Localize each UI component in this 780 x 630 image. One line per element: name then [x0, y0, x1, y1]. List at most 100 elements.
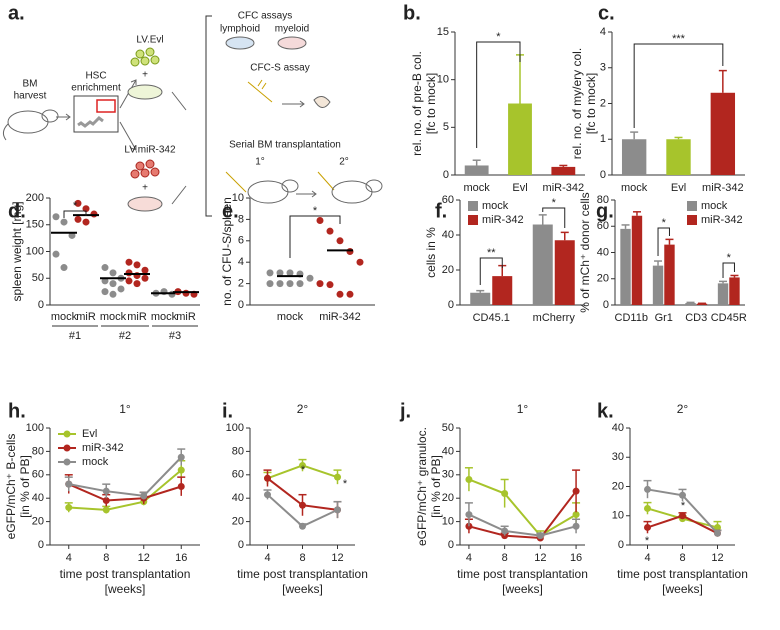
panel-label: e. [222, 200, 239, 222]
data-point [334, 506, 341, 514]
mouse-head [365, 179, 383, 193]
y-tick-label: 50 [442, 422, 454, 434]
significance-label: * [313, 205, 318, 217]
significance-label: * [552, 197, 557, 209]
facs-plot [73, 95, 119, 133]
x-tick-label: mock [621, 182, 648, 194]
y-axis-label: [fc to mock] [584, 73, 598, 134]
significance-label: *** [672, 33, 686, 45]
bar [666, 139, 691, 175]
data-point [264, 474, 271, 482]
data-point [346, 248, 354, 255]
data-point [316, 280, 324, 288]
y-tick-label: 100 [26, 422, 44, 434]
panel-label: g. [596, 200, 614, 222]
data-point [679, 491, 686, 499]
schematic-label: LV.miR-342 [124, 145, 176, 156]
y-tick-label: 15 [437, 26, 449, 38]
x-tick-label: 4 [264, 552, 270, 564]
data-point [102, 487, 110, 495]
significance-bracket [476, 41, 521, 148]
data-point [109, 280, 117, 288]
significance-bracket [657, 227, 670, 256]
data-point [52, 213, 60, 221]
x-tick-label: miR-342 [702, 182, 744, 194]
mouse-head [41, 109, 59, 123]
x-axis-label: [weeks] [282, 582, 323, 596]
data-point [65, 480, 73, 488]
bar [652, 265, 664, 305]
panel-label: d. [8, 200, 26, 222]
legend-swatch [468, 201, 478, 211]
y-tick-label: 0 [443, 169, 449, 181]
data-point [177, 466, 185, 474]
bar [621, 139, 647, 175]
y-axis-label: % of mCh⁺ donor cells [578, 192, 592, 312]
chart-title: 2° [297, 402, 309, 416]
y-tick-label: 60 [32, 469, 44, 481]
chart-title: 2° [677, 402, 689, 416]
x-tick-label: 4 [66, 552, 72, 564]
series-line [68, 469, 182, 511]
data-point [82, 218, 90, 226]
series-line [68, 483, 182, 502]
data-point [140, 492, 148, 500]
schematic: a. BM harvest HSC enrichment LV.Evl + LV… [2, 2, 383, 217]
y-tick-label: 150 [26, 219, 44, 231]
significance-bracket [633, 43, 724, 128]
y-tick-label: 4 [600, 26, 606, 38]
y-tick-label: 20 [442, 492, 454, 504]
data-point [286, 269, 294, 277]
y-tick-label: 5 [443, 121, 449, 133]
y-tick-label: 6 [238, 235, 244, 247]
chart-title: 1° [119, 402, 131, 416]
legend-label: mock [82, 456, 109, 468]
y-tick-label: 1 [600, 133, 606, 145]
panel-label: k. [597, 400, 614, 422]
group-label: #3 [169, 330, 181, 342]
facs-gate [96, 99, 116, 113]
significance-label: * [301, 464, 306, 476]
x-axis-label: time post transplantation [237, 567, 368, 581]
data-point [299, 522, 306, 530]
y-tick-label: 40 [442, 229, 454, 241]
arrow [171, 91, 187, 205]
data-point [133, 261, 141, 269]
y-tick-label: 40 [442, 445, 454, 457]
significance-label: * [496, 31, 501, 43]
series-line [468, 490, 577, 540]
legend-marker [63, 458, 71, 466]
syringe [225, 171, 247, 193]
y-tick-label: 0 [603, 299, 609, 311]
schematic-label: 2° [339, 157, 349, 168]
bar [508, 103, 532, 175]
x-axis-label: [weeks] [502, 582, 543, 596]
bar [717, 283, 729, 305]
data-point [133, 280, 141, 288]
y-tick-label: 10 [437, 74, 449, 86]
y-tick-label: 2 [238, 278, 244, 290]
bar [664, 244, 675, 305]
schematic-label: LV.Evl [136, 35, 163, 46]
schematic-label: CFC assays [238, 11, 292, 22]
significance-bracket [289, 215, 341, 258]
data-point [465, 511, 473, 519]
y-axis-label: [fc to mock] [424, 73, 438, 134]
bar [492, 276, 513, 305]
y-tick-label: 40 [232, 492, 244, 504]
y-tick-label: 100 [26, 245, 44, 257]
y-axis-label: spleen weight [mg] [10, 201, 24, 301]
data-point [336, 290, 344, 298]
y-tick-label: 10 [232, 192, 244, 204]
data-point [82, 205, 90, 213]
legend-label: miR-342 [701, 214, 743, 226]
y-axis-label: [in % of PB] [18, 455, 32, 518]
x-tick-label: Gr1 [655, 312, 673, 324]
schematic-label: enrichment [71, 83, 121, 94]
y-axis-label: rel. no. of my/ery col. [570, 48, 584, 159]
x-tick-label: miR [176, 311, 196, 323]
legend-label: miR-342 [482, 214, 524, 226]
mouse-tail [2, 123, 9, 141]
data-point [101, 264, 109, 272]
